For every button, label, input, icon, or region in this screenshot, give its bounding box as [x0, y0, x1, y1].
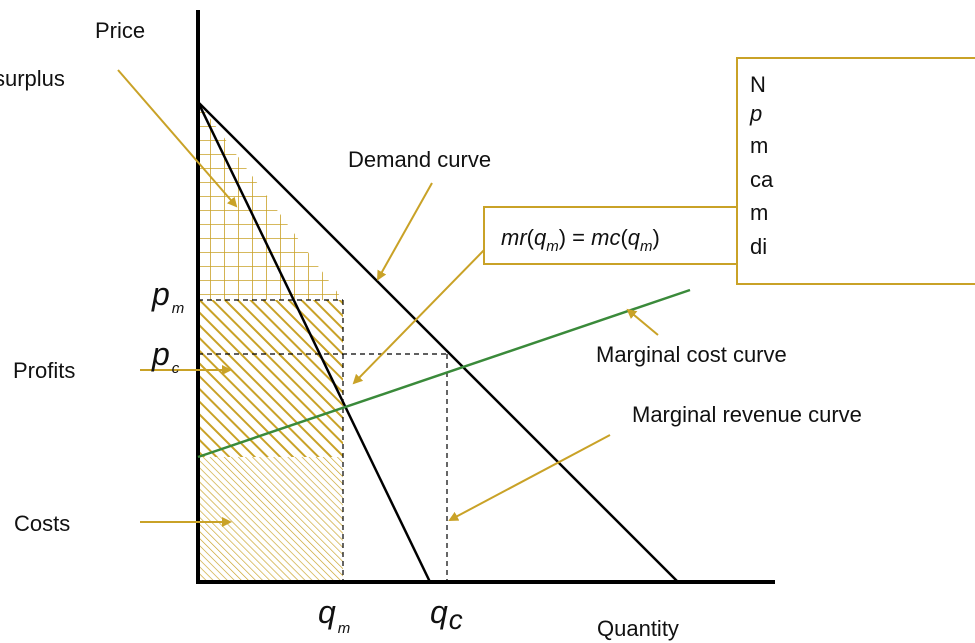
marginal-revenue-curve-label: Marginal revenue curve — [632, 402, 862, 427]
marginal-revenue-curve — [196, 101, 432, 583]
note-line-4: ca — [750, 167, 774, 192]
costs-area — [198, 457, 343, 582]
marginal-cost-curve-label: Marginal cost curve — [596, 342, 787, 367]
profits-area — [198, 300, 343, 457]
demand-arrow — [377, 182, 433, 281]
marginal-cost-curve — [197, 288, 691, 459]
note-line-6: di — [750, 234, 767, 259]
consumer-surplus-area — [198, 102, 343, 300]
consumer-surplus-label: surplus — [0, 66, 65, 91]
profits-label: Profits — [13, 358, 75, 383]
note-line-3: m — [750, 133, 768, 158]
note-line-2: p — [749, 101, 762, 126]
surplus-arrow — [117, 69, 238, 208]
x-axis-label: Quantity — [597, 616, 679, 641]
equation-text: mr(qm) = mc(qm) — [501, 225, 660, 255]
note-line-1: N — [750, 72, 766, 97]
note-line-5: m — [750, 200, 768, 225]
costs-label: Costs — [14, 511, 70, 536]
note-box — [736, 57, 975, 285]
marginal-revenue-arrow — [448, 434, 611, 521]
equation-arrow — [352, 245, 489, 385]
demand-curve — [197, 101, 679, 583]
qc-symbol: qc — [430, 594, 463, 635]
y-axis-label: Price — [95, 18, 145, 43]
demand-curve-label: Demand curve — [348, 147, 491, 172]
marginal-cost-arrow — [626, 308, 659, 336]
equation-box — [483, 206, 758, 265]
